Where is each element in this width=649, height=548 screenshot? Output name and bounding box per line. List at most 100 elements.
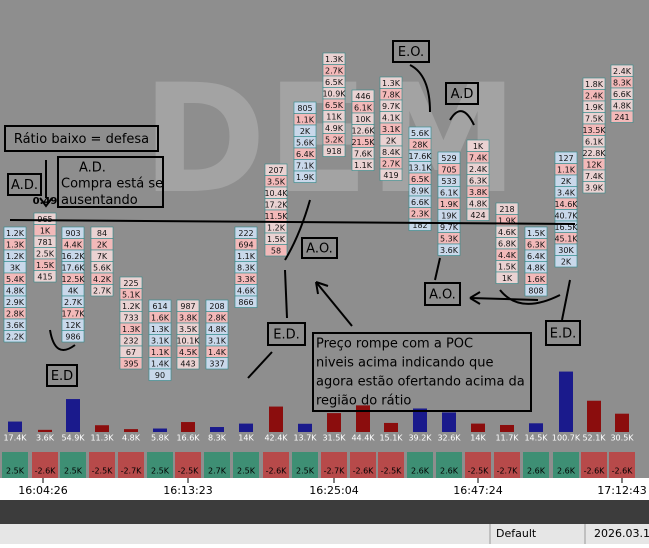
cell-value: 3.9K: [585, 183, 604, 192]
curve: [561, 279, 571, 321]
volume-label: 13.7K: [293, 434, 317, 443]
cell-value: 208: [209, 302, 224, 311]
time-label: 17:12:43: [597, 484, 646, 497]
volume-label: 39.2K: [408, 434, 432, 443]
cell-value: 1.3K: [6, 240, 25, 249]
cell-value: 805: [297, 104, 312, 113]
volume-label: 14K: [238, 434, 254, 443]
volume-label: 100.7K: [552, 434, 581, 443]
cell-value: 2.7K: [382, 159, 401, 168]
cell-value: 4.5K: [179, 348, 198, 357]
cell-value: 443: [180, 359, 195, 368]
cell-value: 733: [123, 313, 138, 322]
arrow-head: [315, 281, 329, 295]
annotation-text: A.D.: [79, 161, 106, 176]
annotation-box: [267, 322, 306, 346]
cell-value: 6.6K: [411, 198, 430, 207]
arrow: [284, 269, 288, 319]
cell-value: 6.3K: [469, 176, 488, 185]
annotation-box: [301, 237, 338, 259]
delta-box: [204, 452, 230, 478]
cell-value: 12K: [586, 160, 602, 169]
cell-value: 241: [614, 113, 629, 122]
cell-value: 232: [123, 336, 138, 345]
cell-value: 6.1K: [354, 103, 373, 112]
delta-label: -2.6K: [266, 467, 288, 476]
annotation-text: niveis acima indicando que: [316, 356, 493, 371]
ratio-label: 0.49: [33, 196, 58, 207]
cell-value: 4.8K: [6, 286, 25, 295]
cell-value: 7.6K: [354, 149, 373, 158]
volume-bar: [210, 427, 224, 432]
cell-value: 13.5K: [582, 126, 606, 135]
cell-value: 6.4K: [296, 150, 315, 159]
volume-bar: [327, 413, 341, 432]
time-label: 16:04:26: [18, 484, 67, 497]
volume-bar: [298, 423, 312, 432]
cell-bg: [524, 284, 548, 297]
cell-value: 2K: [561, 177, 572, 186]
cell-value: 529: [441, 154, 456, 163]
cell-value: 1.5K: [36, 261, 55, 270]
volume-bar: [615, 413, 629, 432]
cell-value: 7.4K: [585, 172, 604, 181]
cell-value: 16.5K: [554, 223, 578, 232]
cell-bg: [33, 270, 57, 283]
annotation-text: região do rátio: [316, 394, 411, 409]
cell-value: 1.2K: [267, 223, 286, 232]
delta-box: [32, 452, 58, 478]
cell-value: 5.2K: [325, 135, 344, 144]
cell-value: 1.1K: [151, 348, 170, 357]
cell-value: 1.9K: [585, 103, 604, 112]
cell-value: 1.1K: [354, 161, 373, 170]
volume-label: 8.3K: [208, 434, 227, 443]
volume-bar: [442, 412, 456, 432]
cell-value: 2.7K: [93, 286, 112, 295]
cell-value: 11.5K: [264, 212, 288, 221]
cell-value: 3.4K: [557, 188, 576, 197]
cell-value: 3.3K: [237, 275, 256, 284]
volume-bar: [500, 424, 514, 432]
cell-value: 6.8K: [498, 239, 517, 248]
volume-bar: [587, 400, 601, 432]
cell-value: 1.9K: [296, 173, 315, 182]
cell-value: 5.6K: [296, 138, 315, 147]
annotation-box: [46, 364, 78, 387]
cell-value: 337: [209, 359, 224, 368]
volume-bar: [269, 406, 283, 432]
cell-value: 218: [499, 205, 514, 214]
cell-value: 1.2K: [6, 252, 25, 261]
volume-label: 15.1K: [379, 434, 403, 443]
cell-value: 1.4K: [151, 359, 170, 368]
cell-value: 7.5K: [585, 114, 604, 123]
cell-value: 1K: [40, 226, 51, 235]
status-profile: Default: [496, 527, 537, 540]
delta-label: 2.6K: [527, 467, 546, 476]
cell-value: 1K: [502, 274, 513, 283]
cell-value: 2.5K: [36, 249, 55, 258]
footprint: 1.2K 1.3K 1.2K 3K 5.4K 4.8K 2.9K 2.8K 3.6K 2.2K 17…: [2, 52, 635, 478]
cell-value: 866: [238, 298, 253, 307]
delta-box: [321, 452, 347, 478]
cell-value: 3.8K: [179, 313, 198, 322]
cell-value: 3.1K: [208, 336, 227, 345]
volume-label: 30.5K: [610, 434, 634, 443]
annotation-text: A.D.: [11, 178, 38, 193]
cell-value: 28K: [412, 140, 428, 149]
cell-value: 781: [37, 238, 52, 247]
volume-label: 14K: [470, 434, 486, 443]
cell-value: 4.6K: [237, 286, 256, 295]
status-bar: [0, 524, 649, 544]
cell-bg: [293, 170, 317, 183]
cell-value: 5.6K: [93, 263, 112, 272]
cell-value: 1.3K: [382, 79, 401, 88]
annotation-text: E.D.: [550, 327, 577, 342]
curve: [449, 110, 475, 126]
cell-value: 45.1K: [554, 234, 578, 243]
cell-value: 2.4K: [469, 165, 488, 174]
cell-value: 986: [65, 332, 80, 341]
annotation-text: Compra está se: [61, 177, 163, 192]
curve: [499, 289, 561, 305]
delta-box: [378, 452, 404, 478]
